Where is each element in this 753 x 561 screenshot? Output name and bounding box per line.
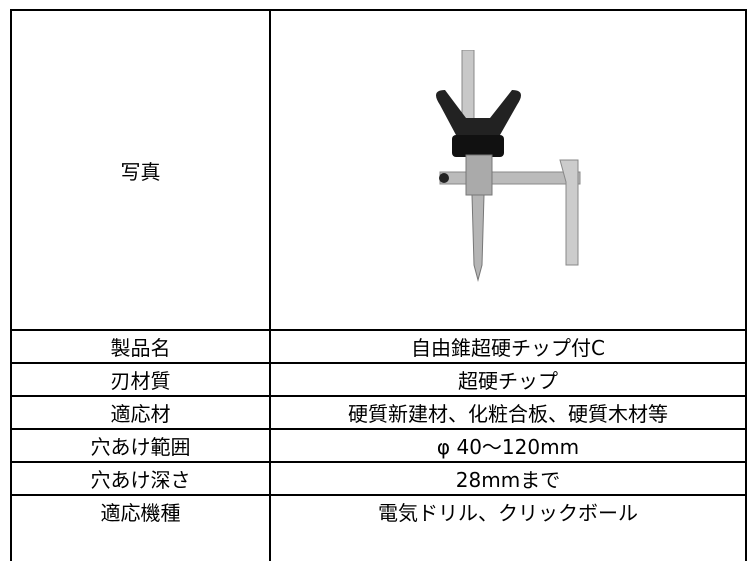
row-label: 適応材 [110, 402, 171, 426]
product-photo [436, 50, 581, 282]
table-border [745, 9, 747, 561]
row-value: 硬質新建材、化粧合板、硬質木材等 [348, 402, 668, 426]
table-border [10, 9, 12, 561]
row-divider [10, 395, 747, 397]
row-value: 電気ドリル、クリックボール [378, 501, 638, 525]
row-divider [10, 461, 747, 463]
row-divider [10, 494, 747, 496]
column-divider [269, 9, 271, 561]
row-divider [10, 329, 747, 331]
row-value: φ 40〜120mm [436, 435, 580, 459]
row-value: 28mmまで [455, 468, 561, 492]
row-divider [10, 428, 747, 430]
row-label: 穴あけ深さ [90, 468, 191, 492]
row-divider [10, 362, 747, 364]
row-label: 適応機種 [100, 501, 181, 525]
photo-label: 写真 [120, 159, 161, 184]
table-border [10, 9, 747, 11]
row-value: 超硬チップ [458, 369, 558, 393]
row-label: 穴あけ範囲 [90, 435, 191, 459]
row-value: 自由錐超硬チップ付C [411, 336, 605, 360]
row-label: 刃材質 [110, 369, 171, 393]
row-label: 製品名 [110, 336, 171, 360]
